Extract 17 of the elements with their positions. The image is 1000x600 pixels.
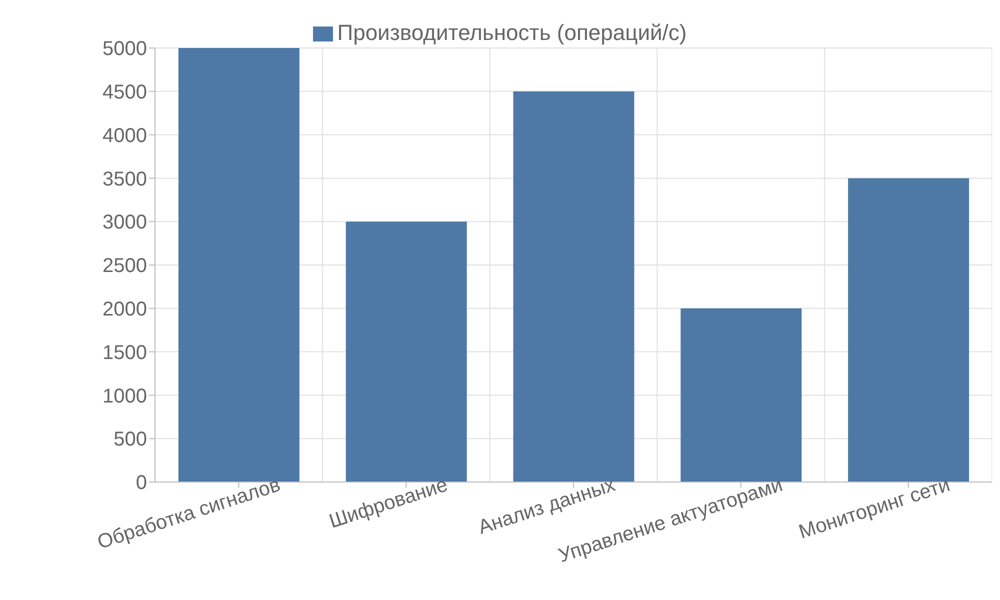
y-tick-label: 1500 <box>102 342 147 364</box>
y-tick-label: 2500 <box>102 255 147 278</box>
legend-label: Производительность (операций/с) <box>337 20 687 45</box>
y-tick-label: 1000 <box>102 385 147 408</box>
y-tick-label: 500 <box>114 428 147 451</box>
bar <box>346 222 467 482</box>
y-tick-label: 3000 <box>102 212 147 234</box>
y-tick-label: 4500 <box>102 82 147 104</box>
y-tick-label: 5000 <box>102 38 147 60</box>
y-tick-label: 0 <box>136 472 147 494</box>
bar <box>680 308 802 482</box>
bar <box>513 91 634 482</box>
bar <box>848 178 970 482</box>
y-tick-label: 3500 <box>102 168 147 190</box>
y-tick-label: 4000 <box>102 124 147 147</box>
bar <box>178 48 300 482</box>
y-tick-label: 2000 <box>102 298 147 320</box>
